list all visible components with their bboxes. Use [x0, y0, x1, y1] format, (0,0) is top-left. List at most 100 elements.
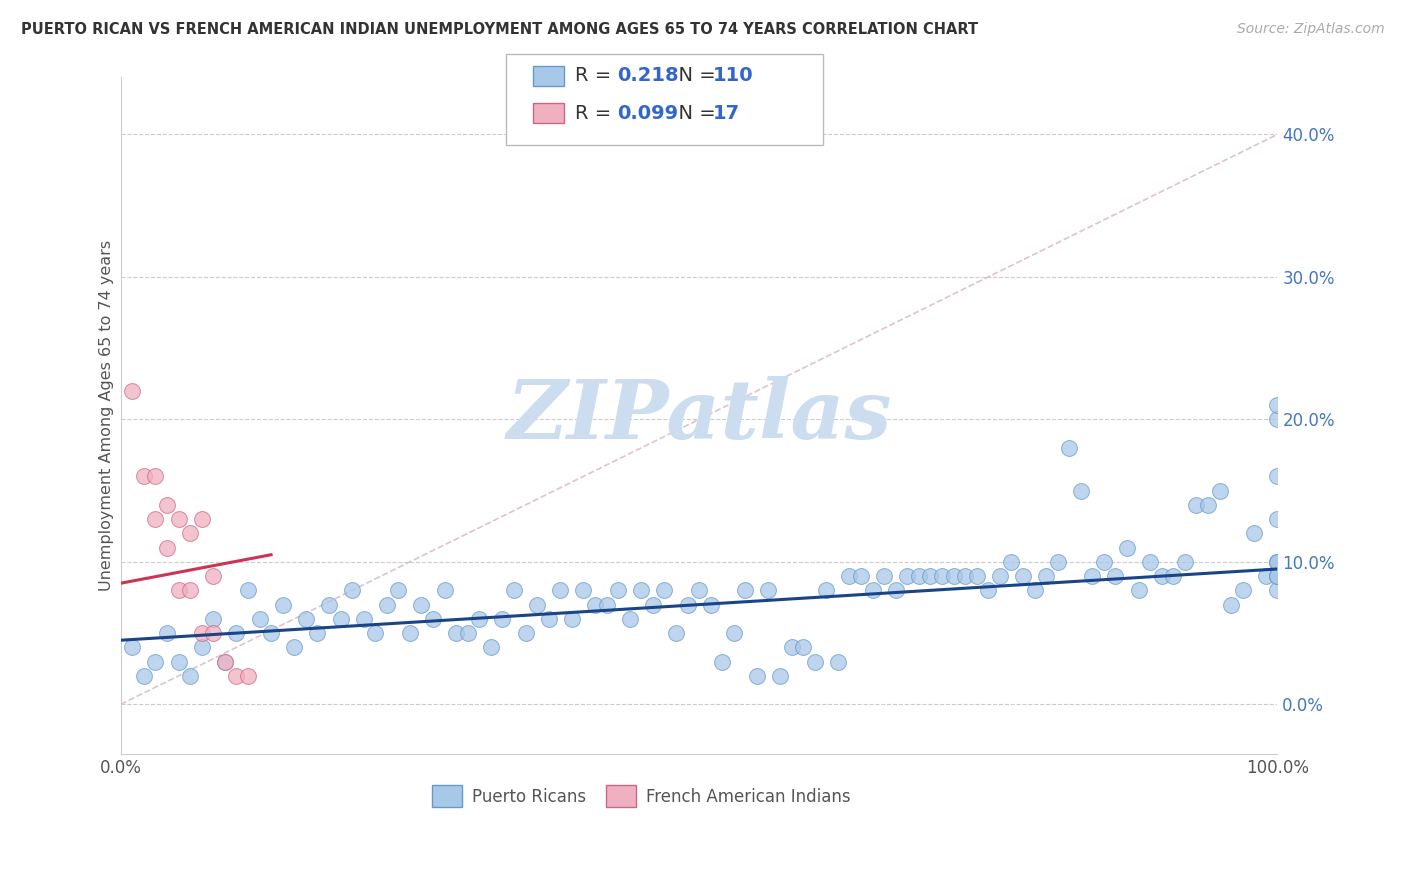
Point [260, 626, 283, 640]
Point [145, 655, 167, 669]
Point [433, 583, 456, 598]
Point [803, 655, 825, 669]
Text: 0.218: 0.218 [617, 66, 679, 86]
Point [179, 583, 201, 598]
Point [179, 526, 201, 541]
Point [665, 626, 688, 640]
Point [595, 598, 617, 612]
Point [548, 583, 571, 598]
Point [1267, 555, 1289, 569]
Point [375, 598, 398, 612]
Point [225, 669, 247, 683]
Point [307, 626, 329, 640]
Point [723, 626, 745, 640]
Point [132, 469, 155, 483]
Point [468, 612, 491, 626]
Point [167, 512, 190, 526]
Point [225, 626, 247, 640]
Point [526, 598, 548, 612]
Point [1139, 555, 1161, 569]
Point [1046, 555, 1069, 569]
Point [1220, 598, 1243, 612]
Point [619, 612, 641, 626]
Point [411, 598, 433, 612]
Point [1267, 569, 1289, 583]
Point [827, 655, 849, 669]
Point [780, 640, 803, 655]
Point [190, 626, 212, 640]
Point [884, 583, 907, 598]
Point [283, 640, 305, 655]
Point [329, 612, 352, 626]
Point [214, 655, 236, 669]
Point [1267, 412, 1289, 426]
Point [654, 583, 676, 598]
Point [641, 598, 664, 612]
Point [676, 598, 699, 612]
Point [1208, 483, 1230, 498]
Point [1267, 512, 1289, 526]
Point [908, 569, 931, 583]
Point [583, 598, 606, 612]
Point [607, 583, 630, 598]
Point [145, 469, 167, 483]
Point [271, 598, 294, 612]
Text: N =: N = [666, 103, 723, 123]
Point [145, 512, 167, 526]
Point [249, 612, 271, 626]
Point [1232, 583, 1254, 598]
Point [214, 655, 236, 669]
Point [1081, 569, 1104, 583]
Point [1092, 555, 1115, 569]
Point [1243, 526, 1265, 541]
Point [1267, 398, 1289, 412]
Point [479, 640, 502, 655]
Point [1267, 569, 1289, 583]
Point [1267, 583, 1289, 598]
Point [769, 669, 792, 683]
Point [572, 583, 595, 598]
Point [1104, 569, 1126, 583]
Point [931, 569, 953, 583]
Point [873, 569, 896, 583]
Point [849, 569, 872, 583]
Point [236, 669, 259, 683]
Text: PUERTO RICAN VS FRENCH AMERICAN INDIAN UNEMPLOYMENT AMONG AGES 65 TO 74 YEARS CO: PUERTO RICAN VS FRENCH AMERICAN INDIAN U… [21, 22, 979, 37]
Point [295, 612, 318, 626]
Point [503, 583, 526, 598]
Text: Source: ZipAtlas.com: Source: ZipAtlas.com [1237, 22, 1385, 37]
Point [202, 569, 225, 583]
Point [1267, 469, 1289, 483]
Point [167, 655, 190, 669]
Point [988, 569, 1011, 583]
Point [1012, 569, 1035, 583]
Point [121, 640, 143, 655]
Point [156, 541, 179, 555]
Point [364, 626, 387, 640]
Point [121, 384, 143, 398]
Point [167, 583, 190, 598]
Point [758, 583, 780, 598]
Point [942, 569, 965, 583]
Point [399, 626, 422, 640]
Point [1267, 555, 1289, 569]
Point [1185, 498, 1208, 512]
Point [515, 626, 537, 640]
Legend: Puerto Ricans, French American Indians: Puerto Ricans, French American Indians [425, 779, 858, 814]
Point [745, 669, 768, 683]
Text: R =: R = [575, 66, 617, 86]
Point [1057, 441, 1080, 455]
Point [953, 569, 976, 583]
Point [1254, 569, 1277, 583]
Point [1128, 583, 1150, 598]
Point [491, 612, 513, 626]
Text: 17: 17 [713, 103, 740, 123]
Text: N =: N = [666, 66, 723, 86]
Point [1150, 569, 1173, 583]
Point [353, 612, 375, 626]
Point [711, 655, 734, 669]
Point [190, 512, 212, 526]
Point [422, 612, 444, 626]
Point [202, 612, 225, 626]
Point [920, 569, 942, 583]
